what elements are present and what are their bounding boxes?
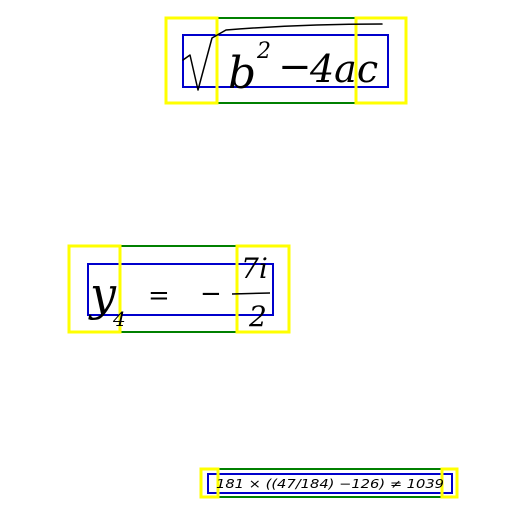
formula-2-yellow-box-left (67, 244, 122, 334)
formula-3-yellow-box-right (440, 467, 459, 499)
formula-3-text: 181 × ((47/184) −126) ≠ 1039 (216, 477, 444, 491)
formula-3-blue-box (207, 473, 453, 494)
formula-3-group: 181 × ((47/184) −126) ≠ 1039 (199, 467, 459, 499)
formula-2-y: y (88, 267, 117, 321)
formula-2-equals: = (148, 281, 170, 311)
formula-1-minus: − (278, 44, 312, 90)
formula-1-yellow-box-right (354, 16, 408, 105)
formula-2-yellow-box-right (235, 244, 291, 334)
formula-2-blue-box (87, 263, 274, 316)
formula-2-numerator: 7i (241, 252, 268, 285)
formula-1-rest: 4ac (309, 47, 378, 91)
formula-1-b: b (228, 48, 256, 99)
formula-2-group: y 4 = − 7i 2 (67, 244, 291, 334)
formula-2-minus: − (200, 279, 222, 309)
formula-1-blue-box (182, 34, 389, 88)
formula-3-yellow-box-left (199, 467, 220, 499)
radical-sign-icon (182, 23, 383, 91)
formula-1-group: b 2 − 4ac (164, 16, 408, 105)
formula-2-subscript: 4 (112, 307, 126, 331)
formula-1-exponent: 2 (256, 39, 271, 64)
formula-2-fraction-bar (231, 292, 271, 295)
formula-1-yellow-box-left (164, 16, 219, 105)
formula-2-denominator: 2 (248, 300, 267, 333)
